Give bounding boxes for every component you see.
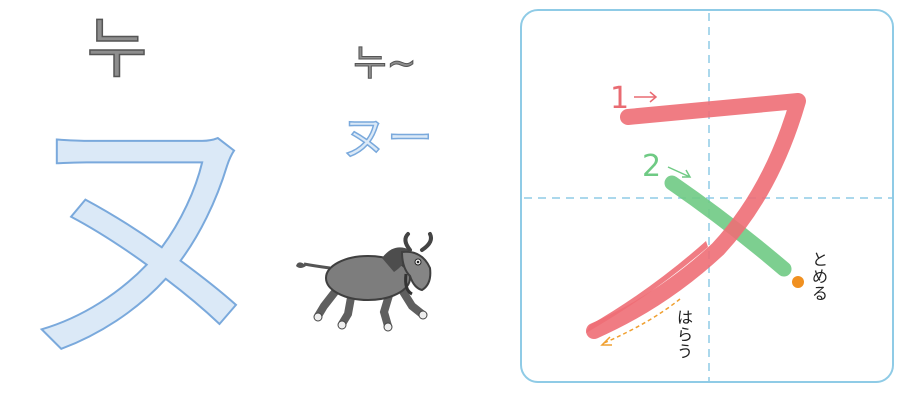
reading-label: 누 bbox=[86, 10, 148, 87]
wildebeest-icon bbox=[290, 228, 450, 338]
stroke-1 bbox=[586, 93, 806, 339]
stroke-1-number: 1 bbox=[610, 81, 630, 116]
stroke-2-number: 2 bbox=[642, 149, 662, 184]
stroke-order-box: 1 2 とめる はらう bbox=[520, 9, 894, 383]
sweep-arrow bbox=[603, 298, 681, 344]
word-reading-label: 누~ bbox=[353, 43, 417, 85]
example-word: ヌー bbox=[340, 110, 434, 166]
katakana-character: ヌ bbox=[4, 77, 286, 403]
stroke-2-arrow bbox=[667, 166, 692, 178]
stroke-1-arrow bbox=[634, 91, 658, 103]
sweep-label: はらう bbox=[676, 308, 693, 361]
stop-point-dot bbox=[792, 276, 804, 288]
stop-label: とめる bbox=[811, 250, 828, 303]
